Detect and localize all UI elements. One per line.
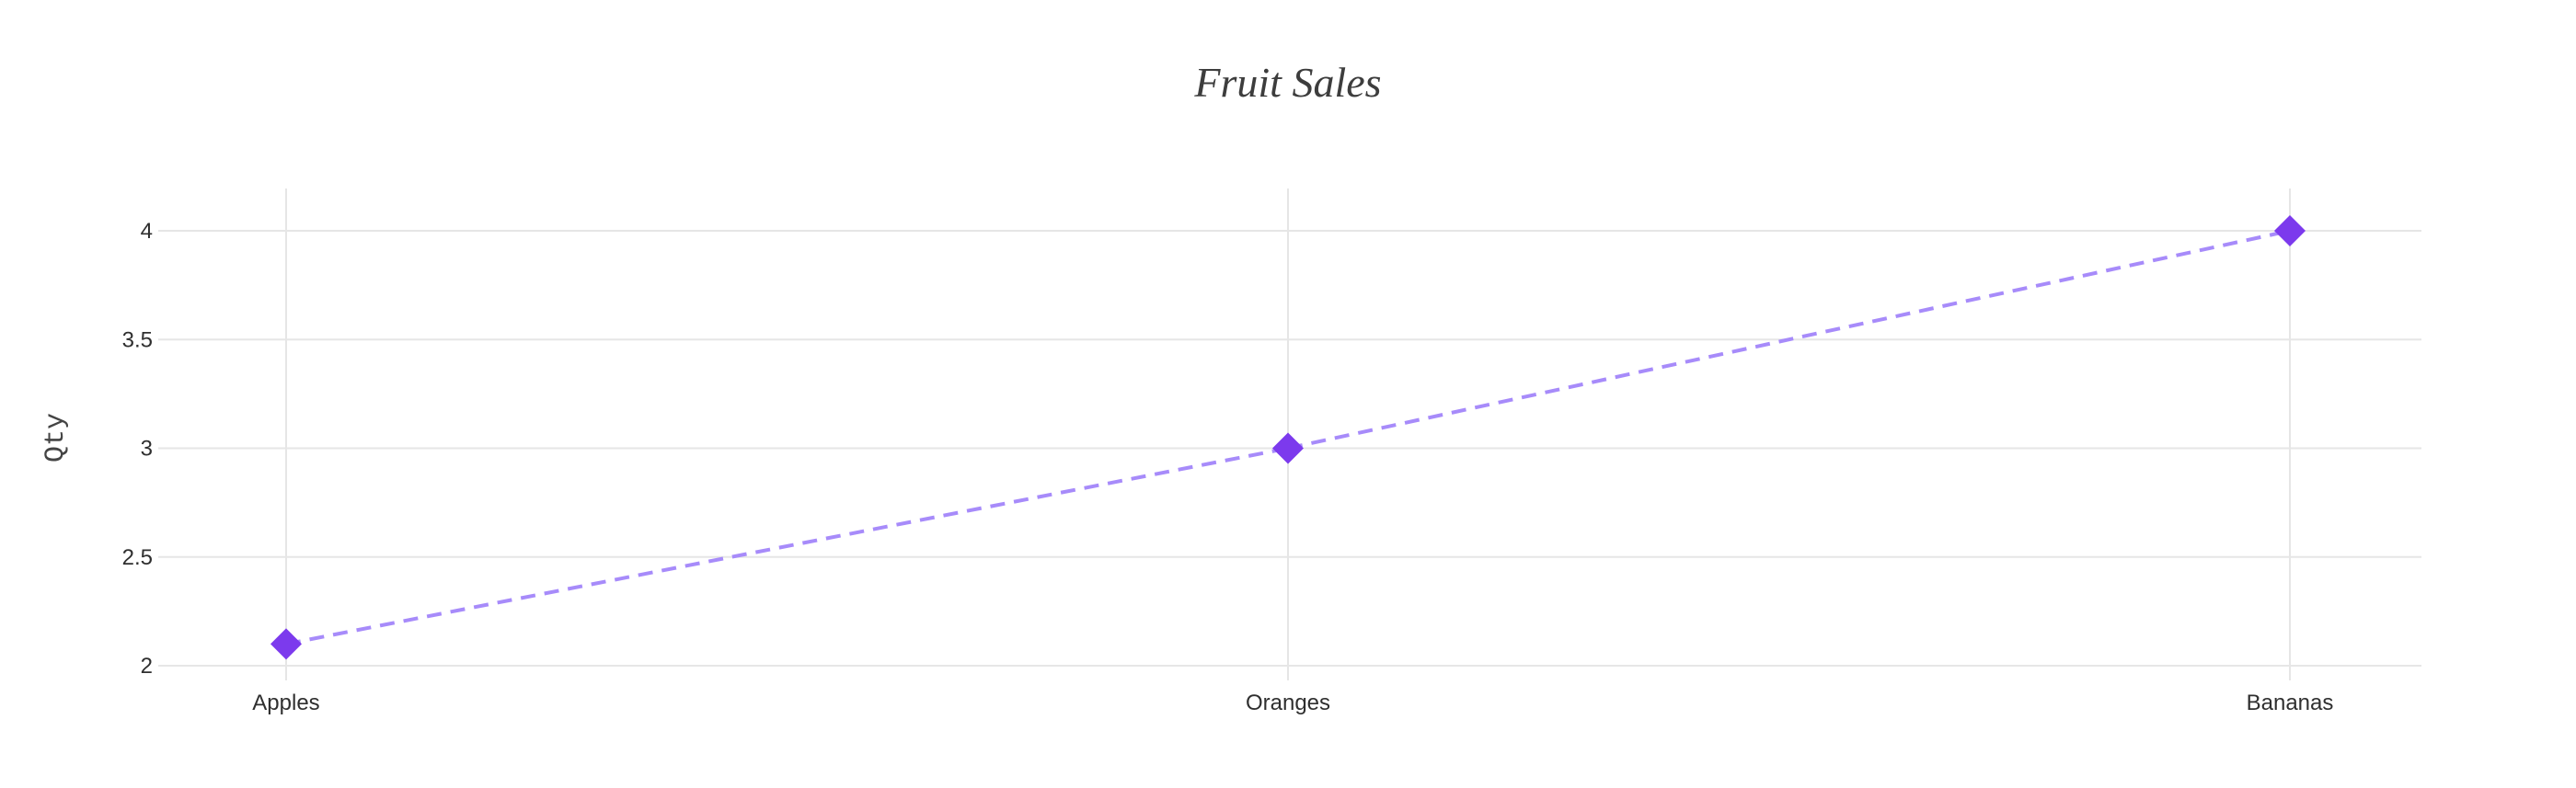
x-axis-ticks: Apples Oranges Bananas bbox=[252, 691, 2333, 715]
data-point-marker[interactable] bbox=[2274, 215, 2306, 246]
y-tick-label: 3 bbox=[141, 437, 153, 462]
x-tick-label: Apples bbox=[252, 691, 319, 715]
x-tick-label: Bananas bbox=[2247, 691, 2334, 715]
data-point-marker[interactable] bbox=[1272, 432, 1304, 464]
y-tick-label: 2.5 bbox=[122, 545, 153, 570]
series-line-segment bbox=[1287, 229, 2291, 451]
series-lines bbox=[285, 229, 2291, 646]
y-axis-ticks: 2 2.5 3 3.5 4 bbox=[122, 219, 153, 679]
y-tick-label: 4 bbox=[141, 219, 153, 244]
y-tick-label: 3.5 bbox=[122, 327, 153, 352]
chart-title: Fruit Sales bbox=[1193, 59, 1381, 106]
series-line-segment bbox=[285, 446, 1289, 646]
y-tick-label: 2 bbox=[141, 654, 153, 679]
y-axis-title: Qty bbox=[40, 413, 72, 463]
series-markers bbox=[270, 215, 2306, 660]
x-tick-label: Oranges bbox=[1246, 691, 1330, 715]
data-point-marker[interactable] bbox=[270, 628, 302, 660]
